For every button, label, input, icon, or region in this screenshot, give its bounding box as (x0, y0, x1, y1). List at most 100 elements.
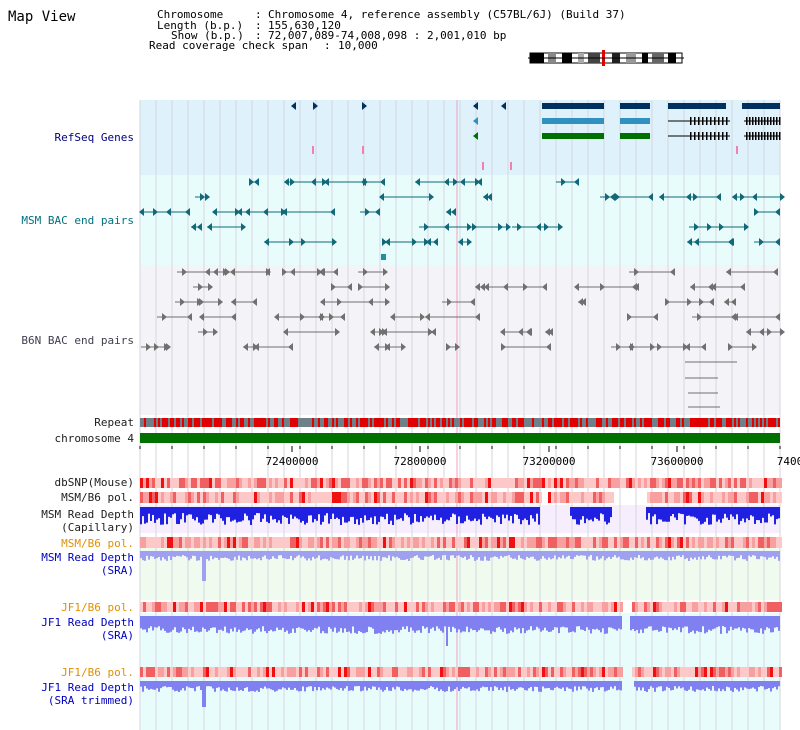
repeat-block (472, 418, 474, 427)
depth-bar (176, 551, 178, 556)
depth-bar (608, 681, 610, 690)
heat-cell (503, 602, 506, 612)
track-label-jf1-b6-pol[interactable]: JF1/B6 pol. (61, 601, 134, 614)
depth-bar (360, 551, 362, 559)
gene-exon (690, 117, 692, 125)
depth-bar (578, 681, 580, 687)
heat-cell (458, 602, 461, 612)
depth-bar (444, 616, 446, 627)
depth-bar (694, 507, 696, 518)
heat-cell (164, 492, 167, 503)
heat-cell (422, 478, 425, 488)
depth-bar (660, 507, 662, 520)
heat-cell (677, 492, 680, 503)
depth-bar (190, 551, 192, 559)
track-label-msm-b6-pol[interactable]: MSM/B6 pol. (61, 491, 134, 504)
depth-bar (728, 616, 730, 631)
depth-bar (516, 551, 518, 560)
depth-bar (284, 551, 286, 559)
depth-bar (480, 551, 482, 561)
bac-end (330, 208, 335, 216)
track-label-jf1-depth-trim[interactable]: JF1 Read Depth (41, 681, 134, 694)
repeat-block (712, 418, 714, 427)
heat-cell (671, 478, 674, 488)
repeat-block (578, 418, 580, 427)
track-label-msm-depth-sra[interactable]: MSM Read Depth (41, 551, 134, 564)
depth-bar (652, 551, 654, 560)
depth-bar (482, 551, 484, 561)
depth-bar (302, 616, 304, 629)
track-label-jf1-depth-sra[interactable]: JF1 Read Depth (41, 616, 134, 629)
heat-cell (242, 478, 245, 488)
heat-cell (236, 492, 239, 503)
depth-bar (276, 507, 278, 523)
heat-cell (497, 537, 500, 548)
heat-cell (527, 602, 530, 612)
track-label-dbsnp[interactable]: dbSNP(Mouse) (54, 476, 134, 489)
depth-bar (754, 551, 756, 556)
repeat-block (150, 418, 152, 427)
depth-bar (182, 681, 184, 689)
heat-cell (257, 537, 260, 548)
depth-bar (482, 507, 484, 514)
depth-bar (674, 551, 676, 560)
depth-bar (264, 681, 266, 687)
bac-end (243, 343, 248, 351)
depth-bar (296, 551, 298, 557)
heat-cell (611, 492, 614, 503)
heat-cell (527, 537, 530, 548)
depth-bar (254, 616, 256, 632)
depth-bar (772, 681, 774, 689)
heat-cell (470, 478, 473, 488)
heat-cell (740, 667, 743, 677)
heat-cell (779, 667, 782, 677)
heat-cell (731, 492, 734, 503)
depth-bar (340, 551, 342, 557)
track-label-jf1-b6-pol-2[interactable]: JF1/B6 pol. (61, 666, 134, 679)
heat-cell (746, 667, 749, 677)
gene-exon (722, 132, 724, 140)
heat-cell (218, 537, 221, 548)
depth-bar (526, 681, 528, 691)
heat-cell (398, 478, 401, 488)
depth-bar (760, 681, 762, 687)
depth-bar (682, 681, 684, 688)
heat-cell (527, 492, 530, 503)
depth-bar (210, 616, 212, 629)
repeat-block (298, 418, 300, 427)
track-label-msm-bac[interactable]: MSM BAC end pairs (21, 214, 134, 227)
depth-bar (216, 551, 218, 558)
depth-bar (196, 507, 198, 518)
track-label-msm-b6-pol-2[interactable]: MSM/B6 pol. (61, 537, 134, 550)
depth-bar (192, 507, 194, 519)
repeat-block (496, 418, 498, 427)
heat-cell (332, 478, 335, 488)
track-label-msm-depth-cap[interactable]: MSM Read Depth (41, 508, 134, 521)
depth-bar (250, 681, 252, 692)
heat-cell (692, 492, 695, 503)
heat-cell (773, 667, 776, 677)
bac-end (249, 178, 254, 186)
depth-bar (356, 551, 358, 556)
repeat-block (186, 418, 188, 427)
heat-cell (392, 478, 395, 488)
depth-bar (530, 507, 532, 516)
heat-cell (401, 537, 404, 548)
bac-end (487, 193, 492, 201)
track-label-chromosome: chromosome 4 (54, 432, 134, 445)
heat-cell (395, 478, 398, 488)
bac-end (429, 193, 434, 201)
depth-bar (332, 507, 334, 514)
heat-cell (215, 478, 218, 488)
depth-bar (584, 551, 586, 556)
track-label-refseq[interactable]: RefSeq Genes (54, 131, 134, 144)
depth-bar (478, 681, 480, 692)
bac-end (347, 283, 352, 291)
depth-bar (486, 551, 488, 561)
depth-bar (628, 551, 630, 561)
depth-bar (530, 616, 532, 627)
track-label-b6n-bac[interactable]: B6N BAC end pairs (21, 334, 134, 347)
repeat-block (216, 418, 218, 427)
depth-bar (770, 616, 772, 633)
